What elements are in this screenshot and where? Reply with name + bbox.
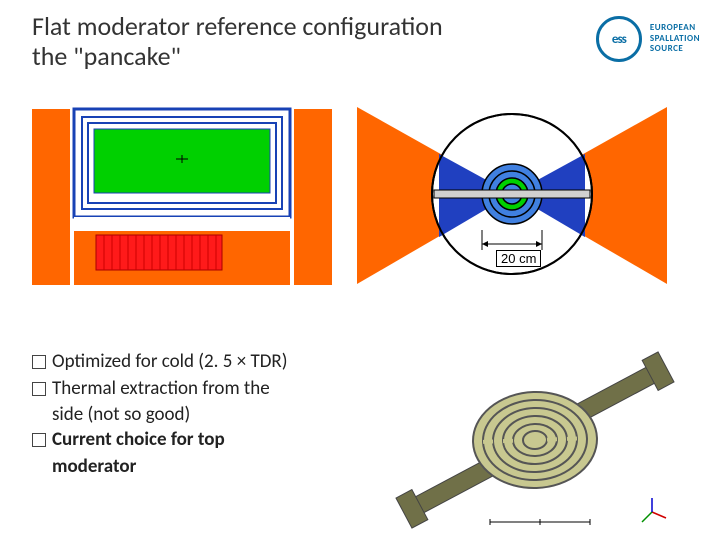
bullet-text: Optimized for cold (2. 5 × TDR) <box>52 350 287 375</box>
bullet-text: Thermal extraction from the <box>52 377 287 402</box>
figure-top-view: 20 cm <box>352 102 672 302</box>
logo-text-2: SPALLATION <box>650 33 700 44</box>
title-line-1: Flat moderator reference configuration <box>32 10 443 42</box>
bullet-text: Current choice for top <box>52 428 287 453</box>
bullet-square-icon <box>32 433 46 447</box>
logo-text: EUROPEAN SPALLATION SOURCE <box>650 23 700 55</box>
slide-title: Flat moderator reference configuration t… <box>32 12 443 72</box>
figure-3d-spiral <box>390 350 680 530</box>
ess-logo: ess EUROPEAN SPALLATION SOURCE <box>596 16 700 62</box>
bullet-continuation: side (not so good) <box>32 403 287 428</box>
bullet-continuation: moderator <box>32 455 287 480</box>
title-line-2: the "pancake" <box>32 40 181 72</box>
logo-circle-icon: ess <box>596 16 642 62</box>
logo-text-1: EUROPEAN <box>650 22 696 33</box>
bullet-square-icon <box>32 355 46 369</box>
logo-text-3: SOURCE <box>650 43 683 54</box>
bullet-item: Thermal extraction from the <box>32 377 287 402</box>
figures-row: 20 cm <box>0 72 720 302</box>
bullet-item: Current choice for top <box>32 428 287 453</box>
dimension-label: 20 cm <box>496 250 541 267</box>
bullet-list: Optimized for cold (2. 5 × TDR) Thermal … <box>32 350 287 479</box>
figure-cross-section <box>32 102 332 292</box>
header: Flat moderator reference configuration t… <box>0 0 720 72</box>
bullet-item: Optimized for cold (2. 5 × TDR) <box>32 350 287 375</box>
bullet-square-icon <box>32 382 46 396</box>
logo-abbrev: ess <box>602 22 636 56</box>
